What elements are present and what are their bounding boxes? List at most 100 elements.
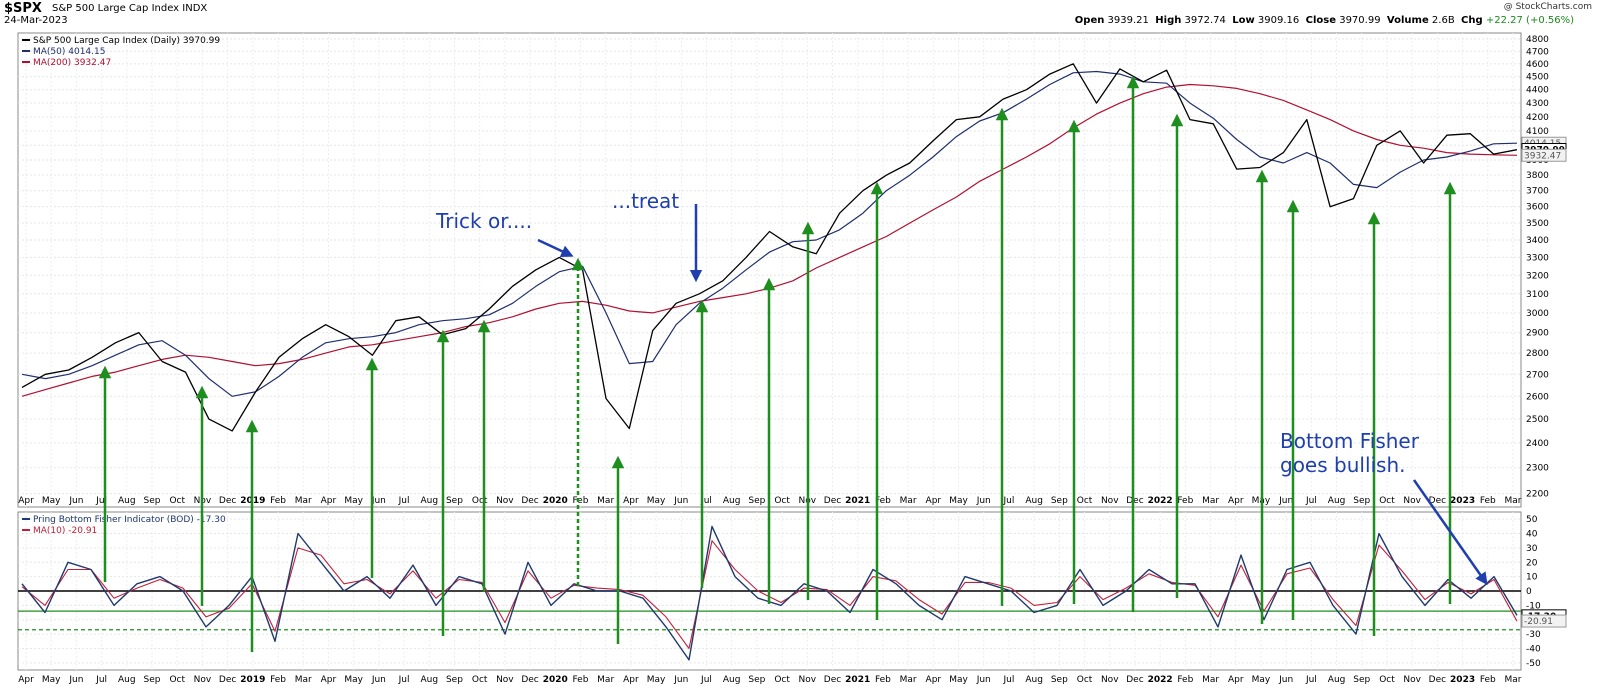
price-x-tick-label: Nov <box>1101 496 1119 506</box>
indicator-x-tick-label: Oct <box>1379 675 1395 685</box>
price-x-tick-label: Sep <box>1353 496 1370 506</box>
price-y-tick-label: 2700 <box>1526 370 1549 380</box>
price-x-tick-label: Dec <box>219 496 236 506</box>
price-x-tick-label: Aug <box>1025 496 1043 506</box>
indicator-x-tick-label: 2019 <box>240 675 265 685</box>
indicator-x-tick-label: Feb <box>875 675 891 685</box>
indicator-x-tick-label: 2023 <box>1450 675 1475 685</box>
price-x-tick-label: Mar <box>597 496 614 506</box>
indicator-y-tick-label: 20 <box>1526 558 1538 568</box>
price-line <box>21 63 1518 432</box>
indicator-y-tick-label: -40 <box>1526 644 1541 654</box>
indicator-x-tick-label: Nov <box>496 675 514 685</box>
price-x-tick-label: Feb <box>573 496 589 506</box>
price-x-tick-label: 2020 <box>543 496 568 506</box>
indicator-y-tick-label: -50 <box>1526 659 1541 669</box>
price-x-tick-label: Sep <box>144 496 161 506</box>
price-x-tick-label: Aug <box>420 496 438 506</box>
price-line-group <box>21 63 1518 432</box>
price-x-tick-label: Oct <box>1379 496 1395 506</box>
volume-label: Volume <box>1386 15 1429 26</box>
indicator-x-tick-label: Sep <box>1051 675 1068 685</box>
indicator-legend-entry: MA(10) -20.91 <box>33 526 97 536</box>
price-y-tick-label: 4300 <box>1526 99 1549 109</box>
price-x-tick-label: Dec <box>1429 496 1446 506</box>
indicator-x-tick-label: May <box>344 675 363 685</box>
indicator-tag-text: -20.91 <box>1524 617 1553 627</box>
price-x-tick-label: Nov <box>496 496 514 506</box>
indicator-x-tick-label: Nov <box>194 675 212 685</box>
indicator-x-tick-label: Mar <box>597 675 614 685</box>
indicator-x-tick-label: Jun <box>976 675 991 685</box>
indicator-value-tags: -17.30-20.91 <box>1521 609 1567 628</box>
price-y-tick-label: 4600 <box>1526 60 1549 70</box>
indicator-x-tick-label: Aug <box>118 675 136 685</box>
price-y-tick-label: 3200 <box>1526 271 1549 281</box>
indicator-x-tick-label: Apr <box>1228 675 1244 685</box>
indicator-x-tick-label: May <box>949 675 968 685</box>
index-name: S&P 500 Large Cap Index INDX <box>52 3 207 14</box>
indicator-x-tick-label: Apr <box>926 675 942 685</box>
indicator-x-tick-label: Feb <box>1480 675 1496 685</box>
indicator-x-tick-label: Jun <box>68 675 83 685</box>
price-y-tick-label: 2600 <box>1526 392 1549 402</box>
price-x-tick-label: Mar <box>1202 496 1219 506</box>
price-y-tick-label: 3600 <box>1526 203 1549 213</box>
annotation-trick-arrow <box>537 238 574 258</box>
price-x-tick-label: Sep <box>446 496 463 506</box>
indicator-x-tick-label: Mar <box>1202 675 1219 685</box>
annotation-treat: ...treat <box>612 189 679 213</box>
price-x-tick-label: Jun <box>1278 496 1293 506</box>
price-y-tick-label: 2500 <box>1526 415 1549 425</box>
price-y-tick-label: 4500 <box>1526 73 1549 83</box>
price-x-tick-label: Jul <box>700 496 712 506</box>
price-y-tick-label: 2800 <box>1526 349 1549 359</box>
price-y-tick-label: 2200 <box>1526 490 1549 500</box>
price-y-tick-label: 4100 <box>1526 127 1549 137</box>
price-legend: S&P 500 Large Cap Index (Daily) 3970.99M… <box>22 36 220 68</box>
price-x-tick-label: 2021 <box>845 496 870 506</box>
price-x-tick-label: Feb <box>875 496 891 506</box>
price-x-tick-label: Jun <box>673 496 688 506</box>
price-x-tick-label: Dec <box>521 496 538 506</box>
annotation-trick: Trick or.... <box>435 209 532 233</box>
indicator-x-tick-label: Sep <box>748 675 765 685</box>
chg-label: Chg <box>1461 15 1483 26</box>
ohlc-readout: Open 3939.21 High 3972.74 Low 3909.16 Cl… <box>1075 15 1574 26</box>
indicator-x-tick-label: Feb <box>573 675 589 685</box>
indicator-x-tick-label: Dec <box>521 675 538 685</box>
price-x-tick-label: Apr <box>1228 496 1244 506</box>
indicator-y-tick-label: 50 <box>1526 515 1538 525</box>
price-x-tick-label: May <box>344 496 363 506</box>
indicator-x-tick-label: 2021 <box>845 675 870 685</box>
price-x-tick-label: Oct <box>169 496 185 506</box>
ma50-line <box>21 70 1518 397</box>
indicator-x-tick-label: Oct <box>1077 675 1093 685</box>
close-value: 3970.99 <box>1339 15 1381 26</box>
price-x-tick-label: Apr <box>18 496 34 506</box>
price-y-tick-label: 4200 <box>1526 113 1549 123</box>
price-y-tick-label: 4700 <box>1526 47 1549 57</box>
price-y-tick-label: 2400 <box>1526 439 1549 449</box>
indicator-x-tick-label: Nov <box>1403 675 1421 685</box>
indicator-x-axis: Apr May Jun Jul Aug Sep Oct Nov Dec 2019 Feb Mar Apr… <box>18 675 1522 685</box>
indicator-x-tick-label: Jul <box>95 675 107 685</box>
price-tag-text: 3932.47 <box>1524 151 1561 161</box>
indicator-legend-entry: Pring Bottom Fisher Indicator (BOD) -17.… <box>33 515 226 525</box>
price-x-tick-label: Apr <box>623 496 639 506</box>
low-value: 3909.16 <box>1257 15 1300 26</box>
price-grid <box>18 33 1521 507</box>
indicator-x-tick-label: Nov <box>1101 675 1119 685</box>
index-name-text: S&P 500 Large Cap Index <box>52 3 180 14</box>
indicator-y-tick-label: 30 <box>1526 544 1538 554</box>
indicator-x-tick-label: Dec <box>1126 675 1143 685</box>
price-legend-entry: S&P 500 Large Cap Index (Daily) 3970.99 <box>33 36 220 46</box>
price-y-tick-label: 3000 <box>1526 309 1549 319</box>
indicator-x-tick-label: Apr <box>623 675 639 685</box>
chg-value: +22.27 (+0.56%) <box>1485 15 1574 26</box>
price-y-tick-label: 2900 <box>1526 329 1549 339</box>
open-label: Open <box>1074 15 1105 26</box>
price-x-tick-label: Jun <box>976 496 991 506</box>
